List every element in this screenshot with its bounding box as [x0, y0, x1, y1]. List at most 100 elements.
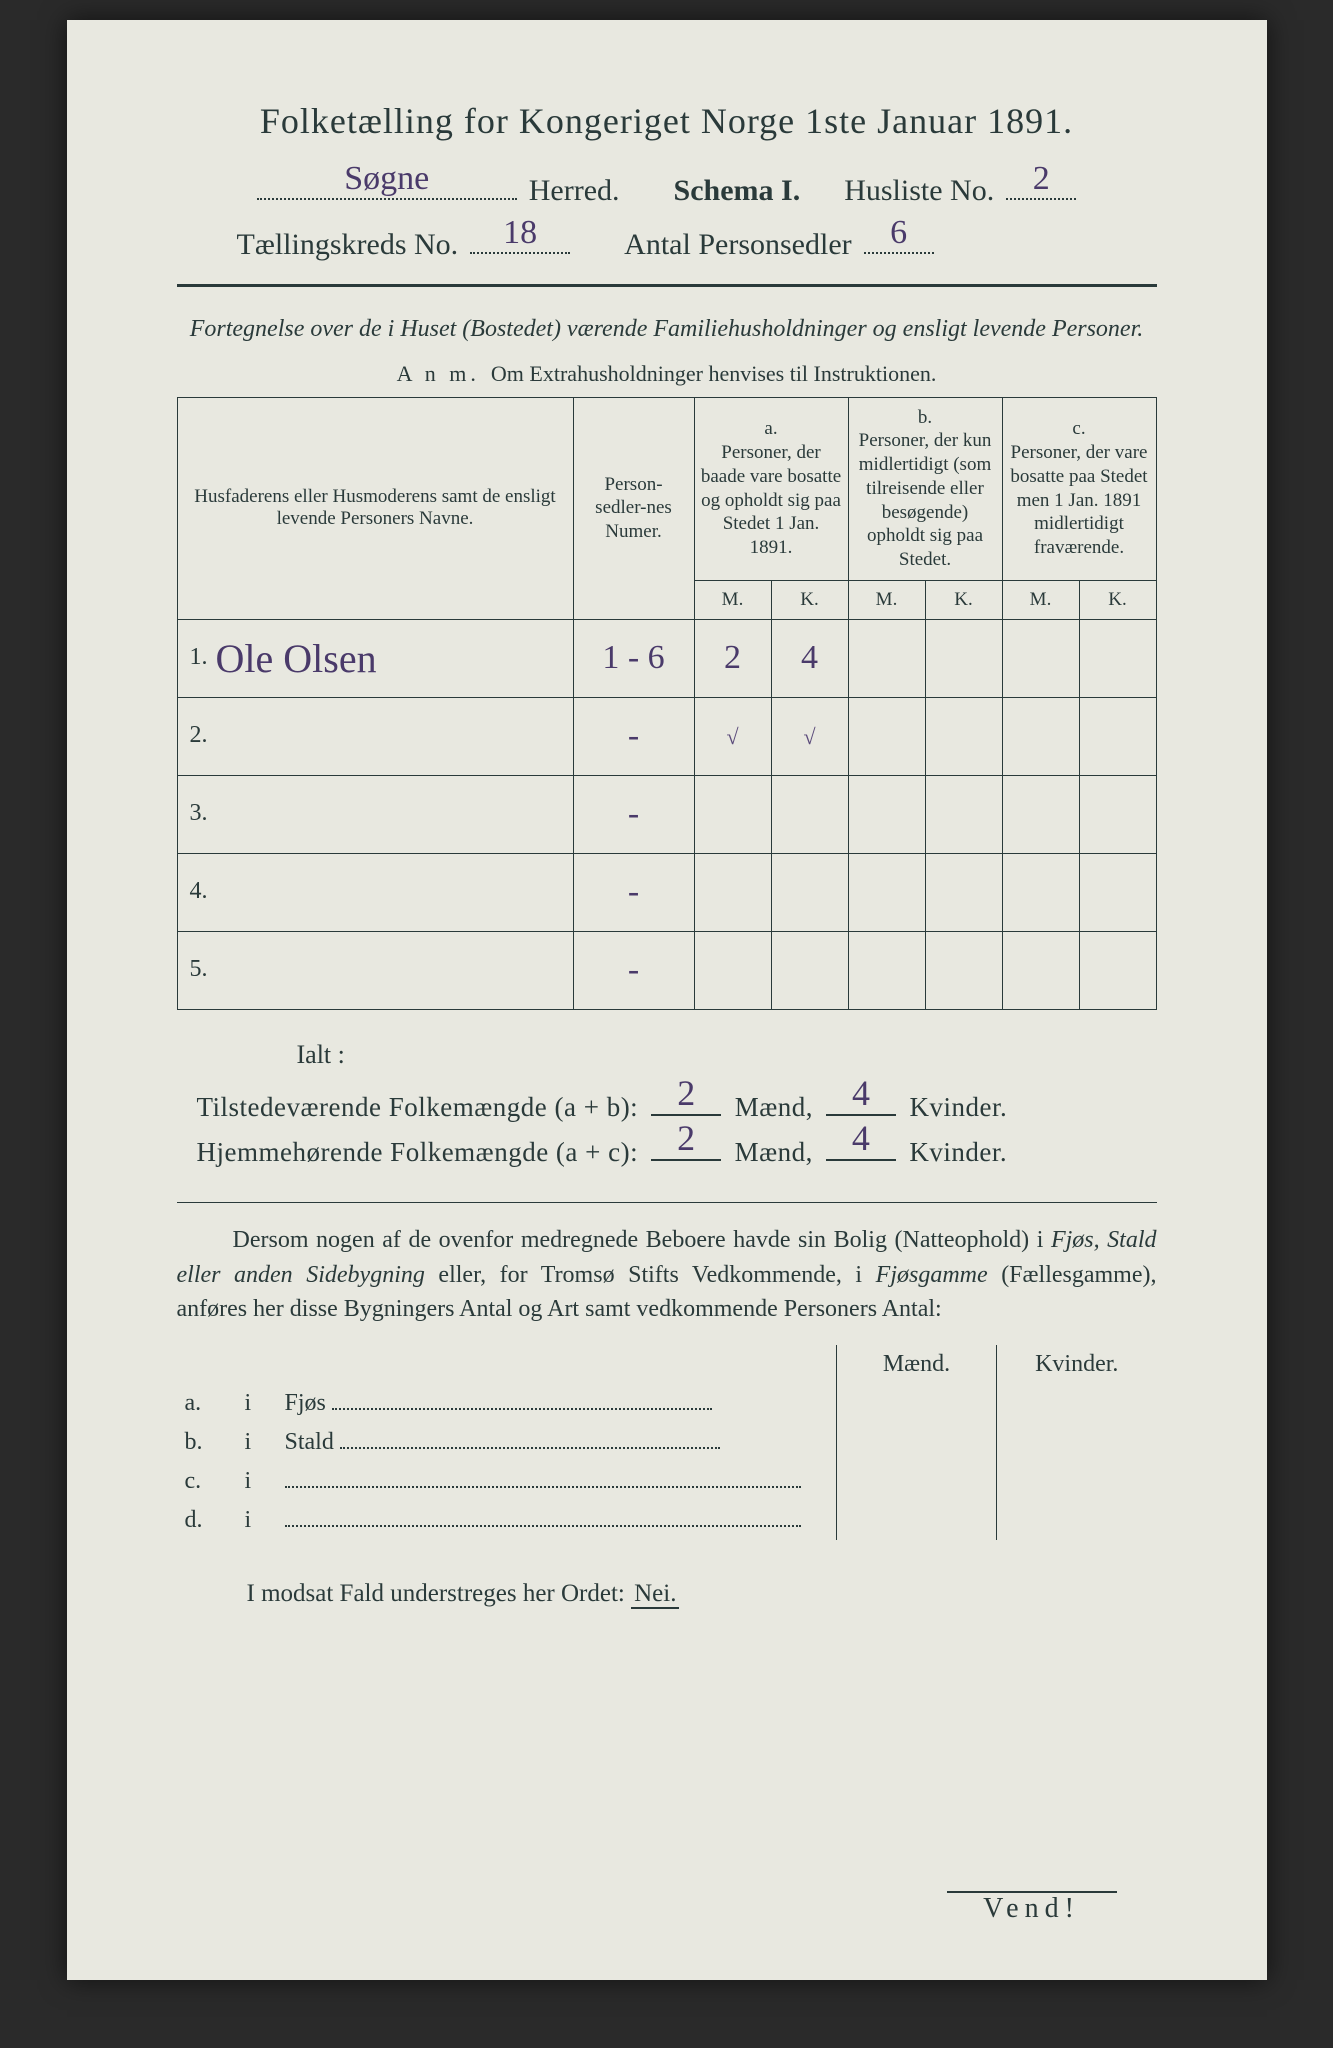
- col-group-b: b. Personer, der kun midlertidigt (som t…: [848, 397, 1002, 580]
- sum2-k-field: 4: [826, 1133, 896, 1161]
- col-header-name: Husfaderens eller Husmoderens samt de en…: [177, 397, 573, 619]
- cell: [1079, 853, 1156, 931]
- name-cell: 1. Ole Olsen: [177, 619, 573, 697]
- cell: [925, 619, 1002, 697]
- a-m-header: M.: [694, 580, 771, 619]
- cell: [925, 853, 1002, 931]
- sub-i: i: [237, 1384, 277, 1423]
- sum2-m-hand: 2: [677, 1117, 696, 1159]
- row-number: 1.: [190, 644, 208, 671]
- sub-maend-header: Mænd.: [837, 1345, 997, 1384]
- sum2-m-label: Mænd,: [735, 1137, 813, 1167]
- cell: 4: [771, 619, 848, 697]
- anm-text: Om Extrahusholdninger henvises til Instr…: [491, 361, 936, 386]
- divider: [177, 1202, 1157, 1203]
- cell: [1002, 853, 1079, 931]
- num-cell: -: [573, 775, 694, 853]
- sum1-label: Tilstedeværende Folkemængde (a + b):: [197, 1092, 639, 1122]
- a-text: Personer, der baade vare bosatte og opho…: [701, 441, 842, 560]
- sub-m-cell: [837, 1501, 997, 1540]
- b-text: Personer, der kun midlertidigt (som tilr…: [855, 429, 996, 572]
- sub-k-cell: [997, 1501, 1157, 1540]
- cell: [925, 931, 1002, 1009]
- divider: [177, 284, 1157, 287]
- sum1-m-hand: 2: [677, 1072, 696, 1114]
- antal-handwriting: 6: [890, 214, 907, 252]
- ialt-label: Ialt :: [297, 1040, 1157, 1070]
- row-number: 3.: [190, 800, 208, 827]
- husliste-handwriting: 2: [1033, 160, 1050, 198]
- sub-key: b.: [177, 1423, 237, 1462]
- col-group-a: a. Personer, der baade vare bosatte og o…: [694, 397, 848, 580]
- name-cell: 3.: [177, 775, 573, 853]
- sub-key: d.: [177, 1501, 237, 1540]
- cell: [848, 853, 925, 931]
- cell: 2: [694, 619, 771, 697]
- cell: [694, 931, 771, 1009]
- sum2-k-hand: 4: [852, 1117, 871, 1159]
- table-row: 3. -: [177, 775, 1156, 853]
- kreds-handwriting: 18: [503, 214, 537, 252]
- a-label: a.: [701, 417, 842, 441]
- c-label: c.: [1009, 417, 1150, 441]
- row-number: 5.: [190, 956, 208, 983]
- annotation-line: A n m. Om Extrahusholdninger henvises ti…: [177, 361, 1157, 387]
- table-row: 1. Ole Olsen1 - 624: [177, 619, 1156, 697]
- num-cell: -: [573, 931, 694, 1009]
- sum1-k-hand: 4: [852, 1072, 871, 1114]
- cell: [1002, 775, 1079, 853]
- c-m-header: M.: [1002, 580, 1079, 619]
- sum2-label: Hjemmehørende Folkemængde (a + c):: [197, 1137, 639, 1167]
- header-line-1: Søgne Herred. Schema I. Husliste No. 2: [177, 172, 1157, 208]
- table-row: 4. -: [177, 853, 1156, 931]
- cell: [1079, 619, 1156, 697]
- herred-field: Søgne: [257, 172, 517, 200]
- num-cell: -: [573, 697, 694, 775]
- cell: [848, 775, 925, 853]
- sum1-m-label: Mænd,: [735, 1092, 813, 1122]
- sum2-k-label: Kvinder.: [909, 1137, 1007, 1167]
- cell: [848, 931, 925, 1009]
- cell: √: [771, 697, 848, 775]
- sub-label-cell: [277, 1501, 837, 1540]
- sum1-k-field: 4: [826, 1088, 896, 1116]
- num-cell: -: [573, 853, 694, 931]
- row-number: 2.: [190, 722, 208, 749]
- sub-i: i: [237, 1462, 277, 1501]
- num-cell: 1 - 6: [573, 619, 694, 697]
- cell: [771, 853, 848, 931]
- b-k-header: K.: [925, 580, 1002, 619]
- sub-row: d.i: [177, 1501, 1157, 1540]
- cell: [925, 775, 1002, 853]
- sum-line-2: Hjemmehørende Folkemængde (a + c): 2 Mæn…: [197, 1133, 1157, 1168]
- cell: [1002, 697, 1079, 775]
- cell: [1079, 775, 1156, 853]
- page-title: Folketælling for Kongeriget Norge 1ste J…: [177, 100, 1157, 142]
- name-handwriting: Ole Olsen: [216, 636, 377, 681]
- anm-label: A n m.: [397, 361, 480, 386]
- cell: [694, 775, 771, 853]
- sub-table: Mænd. Kvinder. a.iFjøs b.iStald c.i d.i: [177, 1345, 1157, 1540]
- subtitle: Fortegnelse over de i Huset (Bostedet) v…: [177, 313, 1157, 347]
- paragraph: Dersom nogen af de ovenfor medregnede Be…: [177, 1223, 1157, 1327]
- b-m-header: M.: [848, 580, 925, 619]
- table-row: 5. -: [177, 931, 1156, 1009]
- sub-label-cell: [277, 1462, 837, 1501]
- herred-label: Herred.: [529, 174, 620, 208]
- sub-row: c.i: [177, 1462, 1157, 1501]
- sum1-m-field: 2: [651, 1088, 721, 1116]
- col-group-c: c. Personer, der vare bosatte paa Stedet…: [1002, 397, 1156, 580]
- sub-kvinder-header: Kvinder.: [997, 1345, 1157, 1384]
- sub-label-cell: Stald: [277, 1423, 837, 1462]
- sub-i: i: [237, 1423, 277, 1462]
- modsat-line: I modsat Fald understreges her Ordet: Ne…: [177, 1580, 1157, 1608]
- sub-k-cell: [997, 1423, 1157, 1462]
- modsat-pre: I modsat Fald understreges her Ordet:: [247, 1580, 625, 1607]
- cell: [694, 853, 771, 931]
- row-number: 4.: [190, 878, 208, 905]
- name-cell: 4.: [177, 853, 573, 931]
- sub-k-cell: [997, 1462, 1157, 1501]
- name-cell: 2.: [177, 697, 573, 775]
- kreds-label: Tællingskreds No.: [237, 228, 459, 262]
- sub-row: a.iFjøs: [177, 1384, 1157, 1423]
